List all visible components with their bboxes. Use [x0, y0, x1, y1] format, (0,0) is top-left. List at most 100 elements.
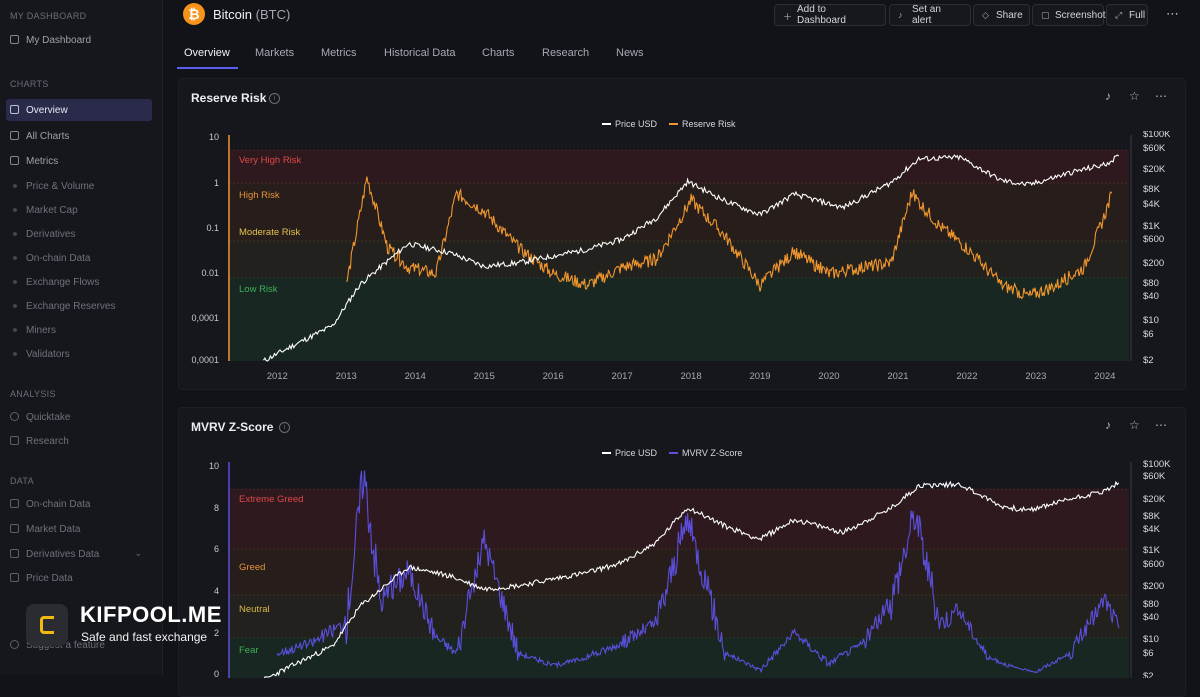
zone-band	[229, 183, 1129, 241]
x-tick-label: 2018	[680, 371, 701, 381]
sidebar-item-market-data[interactable]: Market Data	[6, 518, 152, 540]
info-icon[interactable]: i	[279, 422, 290, 433]
fullscreen-button[interactable]: ⤢ Full	[1106, 4, 1148, 26]
legend-label: Price USD	[615, 119, 658, 129]
charts-icon	[10, 131, 19, 140]
tab-news[interactable]: News	[616, 47, 644, 59]
tab-research[interactable]: Research	[542, 47, 590, 59]
sidebar-item-all-charts[interactable]: All Charts	[6, 125, 152, 147]
zone-band	[229, 150, 1129, 183]
dot-icon	[13, 184, 17, 188]
sidebar-item-label: Derivatives	[26, 228, 76, 240]
sidebar-item-label: Quicktake	[26, 411, 71, 423]
sidebar-section-analysis: ANALYSIS	[10, 389, 56, 399]
x-tick-label: 2022	[956, 371, 977, 381]
database-icon	[10, 524, 19, 533]
share-icon: ◇	[982, 10, 989, 20]
database-icon	[10, 499, 19, 508]
sidebar-item-miners[interactable]: Miners	[6, 319, 152, 341]
sidebar-item-derivatives-data[interactable]: Derivatives Data ⌄	[6, 543, 152, 565]
price-usd-line	[263, 154, 1120, 362]
sidebar-item-label: On-chain Data	[26, 498, 91, 510]
legend-item-price[interactable]: Price USD	[602, 448, 657, 458]
y-left-tick-label: 0.1	[206, 223, 219, 233]
tab-overview[interactable]: Overview	[184, 47, 230, 59]
add-to-dashboard-button[interactable]: ＋ Add to Dashboard	[774, 4, 886, 26]
y-right-tick-label: $600	[1143, 234, 1164, 245]
more-options-icon[interactable]: ⋯	[1155, 89, 1167, 103]
coin-ticker: (BTC)	[255, 7, 291, 22]
y-right-tick-label: $100K	[1143, 131, 1171, 140]
coin-name: Bitcoin	[213, 7, 253, 22]
y-right-tick-label: $20K	[1143, 164, 1166, 175]
tab-historical-data[interactable]: Historical Data	[384, 47, 456, 59]
x-tick-label: 2020	[818, 371, 839, 381]
legend-item-price[interactable]: Price USD	[602, 119, 657, 129]
sidebar-item-price-volume[interactable]: Price & Volume	[6, 175, 152, 197]
y-right-tick-label: $6	[1143, 648, 1154, 659]
y-right-tick-label: $100K	[1143, 459, 1171, 470]
sidebar-item-research[interactable]: Research	[6, 430, 152, 452]
sidebar-item-overview[interactable]: Overview	[6, 99, 152, 121]
more-options-icon[interactable]: ⋯	[1155, 418, 1167, 432]
zone-label: Neutral	[239, 604, 270, 615]
sidebar-item-label: Exchange Reserves	[26, 300, 116, 312]
y-right-tick-label: $200	[1143, 581, 1164, 592]
database-icon	[10, 549, 19, 558]
star-icon[interactable]: ☆	[1129, 418, 1140, 432]
bell-icon: ♪	[898, 10, 903, 20]
info-icon[interactable]: i	[269, 93, 280, 104]
y-right-tick-label: $6	[1143, 329, 1154, 340]
camera-icon: ▢	[1041, 10, 1050, 20]
sidebar-item-onchain-data-2[interactable]: On-chain Data	[6, 493, 152, 515]
chart-legend: Price USD Reserve Risk	[602, 119, 736, 129]
legend-label: Price USD	[615, 448, 658, 458]
more-options-icon[interactable]: ⋯	[1166, 6, 1180, 21]
zone-label: High Risk	[239, 190, 280, 201]
tab-markets[interactable]: Markets	[255, 47, 295, 59]
sidebar-item-market-cap[interactable]: Market Cap	[6, 199, 152, 221]
y-left-tick-label: 1	[214, 178, 219, 188]
sidebar: MY DASHBOARD My Dashboard CHARTS Overvie…	[0, 0, 163, 675]
sidebar-item-validators[interactable]: Validators	[6, 343, 152, 365]
plus-icon: ＋	[783, 12, 793, 22]
y-left-tick-label: 10	[209, 132, 219, 142]
mvrv-zscore-line	[276, 470, 1120, 674]
button-label: Share	[996, 9, 1023, 21]
bell-icon[interactable]: ♪	[1105, 418, 1111, 432]
zone-band	[229, 549, 1129, 595]
sidebar-item-label: Price Data	[26, 572, 73, 584]
sidebar-item-my-dashboard[interactable]: My Dashboard	[6, 29, 152, 51]
x-tick-label: 2024	[1094, 371, 1115, 381]
screenshot-button[interactable]: ▢ Screenshot	[1032, 4, 1106, 26]
sidebar-item-label: Suggest a feature	[26, 639, 105, 651]
sidebar-item-exchange-reserves[interactable]: Exchange Reserves	[6, 295, 152, 317]
sidebar-item-metrics[interactable]: Metrics	[6, 150, 152, 172]
zone-label: Fear	[239, 645, 259, 656]
legend-item-metric[interactable]: Reserve Risk	[669, 119, 736, 129]
mvrv-zscore-chart[interactable]: Extreme Greed Greed Neutral Fear 10 8 6 4 2 0 $100…	[179, 458, 1185, 678]
bitcoin-logo-icon: ₿	[183, 3, 205, 25]
legend-item-metric[interactable]: MVRV Z-Score	[669, 448, 742, 458]
tab-metrics[interactable]: Metrics	[321, 47, 357, 59]
sidebar-item-suggest-feature[interactable]: Suggest a feature	[6, 634, 152, 656]
watermark-tagline: Safe and fast exchange	[81, 630, 208, 644]
sidebar-item-onchain-data[interactable]: On-chain Data	[6, 247, 152, 269]
page-header: ₿ Bitcoin (BTC) ＋ Add to Dashboard ♪ Set a…	[162, 0, 1200, 30]
sidebar-item-derivatives[interactable]: Derivatives	[6, 223, 152, 245]
zone-band	[229, 278, 1129, 361]
share-button[interactable]: ◇ Share	[973, 4, 1030, 26]
bell-icon[interactable]: ♪	[1105, 89, 1111, 103]
sidebar-item-exchange-flows[interactable]: Exchange Flows	[6, 271, 152, 293]
y-left-tick-label: 10	[209, 461, 219, 471]
star-icon[interactable]: ☆	[1129, 89, 1140, 103]
sidebar-item-price-data[interactable]: Price Data	[6, 567, 152, 589]
tab-charts[interactable]: Charts	[482, 47, 515, 59]
expand-icon: ⤢	[1115, 10, 1123, 20]
sidebar-item-label: Market Data	[26, 523, 81, 535]
dot-icon	[13, 256, 17, 260]
sidebar-item-quicktake[interactable]: Quicktake	[6, 406, 152, 428]
x-tick-label: 2015	[474, 371, 495, 381]
set-alert-button[interactable]: ♪ Set an alert	[889, 4, 971, 26]
reserve-risk-chart[interactable]: Very High Risk High Risk Moderate Risk Low …	[179, 131, 1185, 381]
